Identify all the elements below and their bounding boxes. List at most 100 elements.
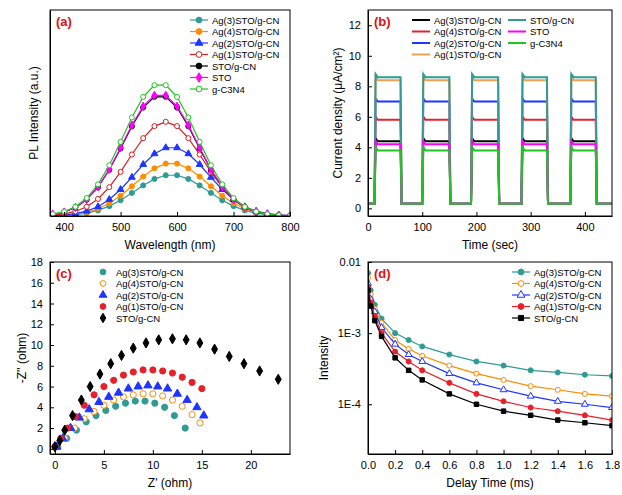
legend-marker xyxy=(99,291,107,298)
tick: 20 xyxy=(245,450,257,471)
legend-label: STO/g-CN xyxy=(212,61,256,72)
marker xyxy=(265,212,270,216)
tick-mark xyxy=(368,56,372,57)
marker xyxy=(175,173,180,178)
marker xyxy=(175,102,180,110)
marker xyxy=(118,193,123,198)
marker xyxy=(101,383,107,389)
marker xyxy=(527,392,534,398)
marker xyxy=(231,195,236,203)
tick-mark xyxy=(368,117,372,118)
marker xyxy=(447,392,451,396)
tick: 2 xyxy=(37,422,54,434)
tick-mark xyxy=(368,178,372,179)
axis-line xyxy=(51,216,291,217)
series xyxy=(55,398,189,450)
marker xyxy=(257,366,263,376)
tick-mark xyxy=(50,262,54,263)
tick: 12 xyxy=(349,19,372,31)
marker xyxy=(175,94,180,99)
marker xyxy=(555,370,560,375)
marker xyxy=(163,384,171,391)
tick-label: 600 xyxy=(168,221,186,233)
tick: 5 xyxy=(101,450,107,471)
tick-label: 0.2 xyxy=(388,459,403,471)
y-axis: 024681012 xyxy=(349,11,372,217)
marker xyxy=(154,382,162,389)
marker xyxy=(97,369,103,379)
marker xyxy=(129,190,134,195)
tick-mark xyxy=(290,212,291,216)
series-line xyxy=(53,85,290,216)
tick: 0.4 xyxy=(415,450,430,471)
series-line xyxy=(53,95,290,215)
marker xyxy=(501,363,506,368)
series xyxy=(52,367,205,450)
marker xyxy=(447,363,452,368)
marker xyxy=(143,338,149,348)
marker xyxy=(128,173,135,179)
marker xyxy=(186,115,191,120)
tick-label: 1E-3 xyxy=(338,327,361,339)
tick-label: 0.6 xyxy=(442,459,457,471)
tick-mark xyxy=(585,450,586,454)
plot-frame xyxy=(50,10,290,216)
y-axis-title: -Z'' (ohm) xyxy=(15,333,29,384)
y-axis-title: PL Intensity (a.u.) xyxy=(27,66,41,160)
marker xyxy=(609,404,612,410)
tick-label: 0.01 xyxy=(340,256,361,268)
legend-label: Ag(4)STO/g-CN xyxy=(212,26,280,37)
marker xyxy=(62,425,68,435)
legend-line xyxy=(508,19,526,21)
legend-label: Ag(2)STO/g-CN xyxy=(116,290,184,301)
marker xyxy=(107,185,112,190)
marker xyxy=(108,359,114,369)
tick-label: 1.4 xyxy=(551,459,566,471)
tick-mark xyxy=(121,212,122,216)
tick: 1.2 xyxy=(524,450,539,471)
tick-label: 700 xyxy=(225,221,243,233)
marker xyxy=(197,139,202,144)
legend-marker xyxy=(100,304,106,310)
marker xyxy=(142,398,148,404)
axis-line xyxy=(369,216,613,217)
tick: 12 xyxy=(31,318,54,330)
legend-marker xyxy=(195,39,203,46)
tick-label: 500 xyxy=(112,221,130,233)
tick-label: 2 xyxy=(355,172,361,184)
marker xyxy=(179,403,185,409)
marker xyxy=(95,196,100,201)
marker xyxy=(528,405,533,410)
tick: 0 xyxy=(52,450,58,471)
marker xyxy=(406,338,411,343)
marker xyxy=(373,318,377,322)
panel-title: (a) xyxy=(56,14,72,29)
series xyxy=(50,94,290,216)
marker xyxy=(420,368,425,373)
marker xyxy=(87,381,93,391)
marker xyxy=(242,204,247,209)
marker xyxy=(150,391,156,397)
marker xyxy=(95,203,102,209)
tick-label: 300 xyxy=(522,221,540,233)
series-line xyxy=(53,122,290,216)
marker xyxy=(197,174,202,179)
marker xyxy=(134,382,142,389)
series xyxy=(368,117,612,204)
marker xyxy=(368,304,372,308)
series-line xyxy=(368,287,612,420)
tick: 1.6 xyxy=(578,450,593,471)
marker xyxy=(129,184,134,189)
marker xyxy=(583,421,587,425)
marker xyxy=(474,391,479,396)
marker xyxy=(150,367,156,373)
series-line xyxy=(368,74,612,204)
marker xyxy=(189,379,195,385)
tick-mark xyxy=(476,212,477,216)
marker xyxy=(197,183,202,188)
marker xyxy=(162,404,168,410)
tick: 600 xyxy=(168,212,186,233)
marker xyxy=(129,115,134,120)
tick: 0.6 xyxy=(442,450,457,471)
legend-item: Ag(1)STO/g-CN xyxy=(512,301,602,312)
